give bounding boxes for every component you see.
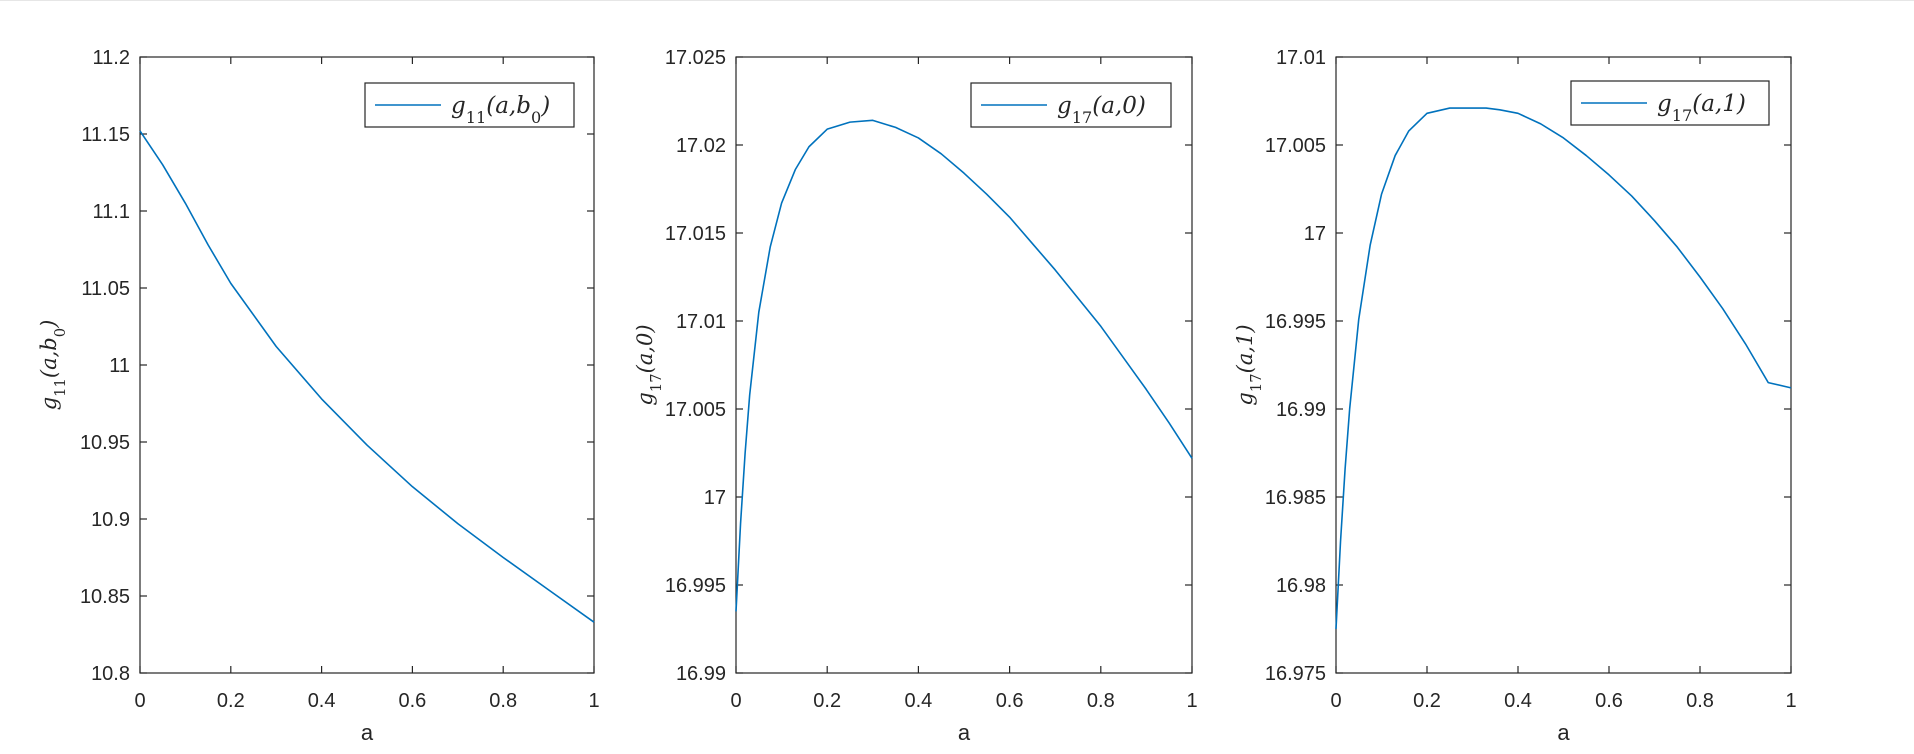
y-tick-label: 16.98 — [1276, 575, 1326, 597]
x-tick-label: 1 — [1785, 690, 1796, 712]
x-tick-label: 0.2 — [813, 690, 841, 712]
y-tick-label: 17.005 — [1265, 135, 1326, 157]
x-tick-label: 0 — [134, 690, 145, 712]
y-tick-label: 17.02 — [676, 135, 726, 157]
y-tick-label: 17.015 — [665, 223, 726, 245]
y-tick-label: 10.95 — [80, 432, 130, 454]
axes-box — [139, 56, 595, 674]
y-tick-label: 11.1 — [93, 201, 130, 223]
legend: g11(a,b0) — [364, 82, 575, 128]
y-tick-label: 11.05 — [81, 278, 130, 300]
x-tick-label: 0.6 — [996, 690, 1024, 712]
y-tick-label: 17.025 — [665, 47, 726, 69]
y-axis-label: g11(a,b0) — [37, 320, 69, 411]
x-tick-label: 0 — [1330, 690, 1341, 712]
x-axis-label: a — [958, 720, 971, 745]
y-tick-label: 16.985 — [1265, 487, 1326, 509]
y-tick-label: 16.995 — [1265, 311, 1326, 333]
y-tick-label: 11.15 — [81, 124, 130, 146]
y-tick-label: 16.995 — [665, 575, 726, 597]
top-border-line — [0, 0, 1914, 1]
y-tick-label: 17 — [1304, 223, 1326, 245]
legend-entry-label: g17(a,1) — [1657, 91, 1746, 125]
x-axis-label: a — [1557, 720, 1570, 745]
y-tick-label: 10.8 — [91, 663, 130, 685]
series-line — [139, 130, 595, 623]
y-tick-label: 11 — [109, 355, 130, 377]
y-tick-label: 16.99 — [676, 663, 726, 685]
x-tick-label: 0.4 — [1504, 690, 1532, 712]
x-tick-label: 1 — [588, 690, 599, 712]
y-tick-label: 17.01 — [676, 311, 726, 333]
x-tick-label: 0.4 — [904, 690, 932, 712]
x-tick-label: 0 — [730, 690, 741, 712]
legend-entry-label: g17(a,0) — [1057, 93, 1146, 127]
x-tick-label: 0.2 — [217, 690, 245, 712]
y-axis-label: g17(a,0) — [633, 324, 665, 405]
x-tick-label: 0.6 — [1595, 690, 1623, 712]
y-tick-label: 10.85 — [80, 586, 130, 608]
y-tick-label: 16.99 — [1276, 399, 1326, 421]
x-tick-label: 0.6 — [398, 690, 426, 712]
y-tick-label: 17 — [704, 487, 726, 509]
axes-box — [735, 56, 1193, 674]
x-tick-label: 0.8 — [489, 690, 517, 712]
chart-panel-3: 0 0.2 0.4 0.6 0.8 1 16.975 16.98 16.985 16.99 16.9… — [1233, 47, 1797, 745]
x-tick-label: 0.2 — [1413, 690, 1441, 712]
chart-panel-2: 0 0.2 0.4 0.6 0.8 1 16.99 16.995 17 17.005 17.01 17… — [633, 47, 1198, 745]
series-line — [1335, 107, 1792, 630]
x-tick-label: 0.8 — [1686, 690, 1714, 712]
chart-panel-1: 0 0.2 0.4 0.6 0.8 1 10.8 10.85 10.9 10.95 11 11.05 1… — [37, 47, 600, 745]
y-tick-label: 11.2 — [93, 47, 130, 69]
x-tick-label: 0.4 — [308, 690, 336, 712]
y-axis-label: g17(a,1) — [1233, 324, 1265, 405]
y-tick-label: 10.9 — [91, 509, 130, 531]
x-axis-label: a — [361, 720, 374, 745]
legend: g17(a,1) — [1570, 80, 1770, 126]
axes-box — [1335, 56, 1792, 674]
x-tick-label: 0.8 — [1087, 690, 1115, 712]
series-line — [735, 119, 1193, 612]
x-tick-label: 1 — [1186, 690, 1197, 712]
y-tick-label: 17.005 — [665, 399, 726, 421]
y-tick-label: 17.01 — [1276, 47, 1326, 69]
y-tick-label: 16.975 — [1265, 663, 1326, 685]
legend: g17(a,0) — [970, 82, 1172, 128]
legend-entry-label: g11(a,b0) — [451, 93, 550, 127]
